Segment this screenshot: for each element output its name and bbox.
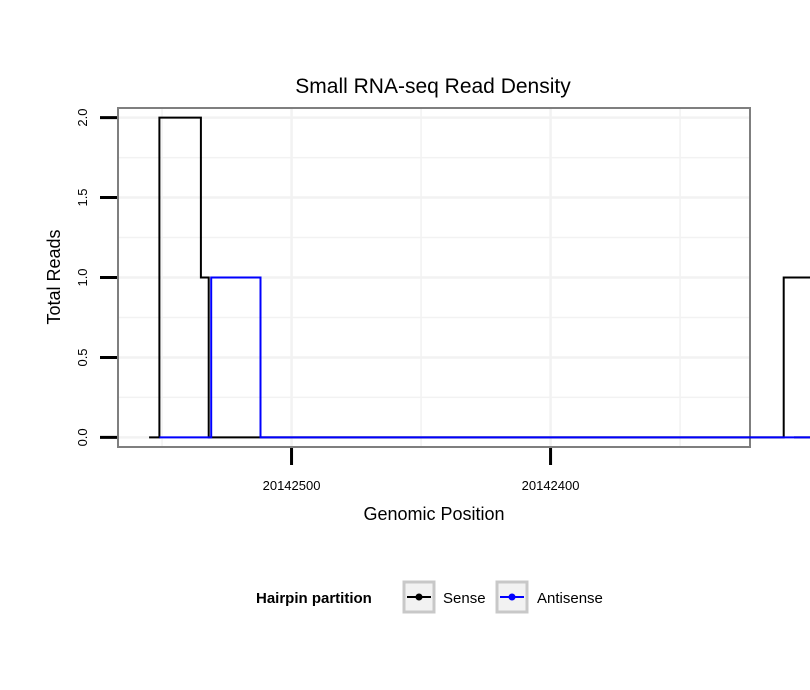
y-axis-title: Total Reads [44,229,64,324]
chart-title: Small RNA-seq Read Density [295,75,571,98]
y-tick-label: 2.0 [75,109,90,127]
series-layer [149,116,810,439]
x-axis-title: Genomic Position [363,504,504,524]
x-axis: 20142500 20142400 [263,448,580,493]
legend-item-sense: Sense [402,580,486,614]
y-axis: 0.0 0.5 1.0 1.5 2.0 [75,109,117,446]
legend-point-sense [415,593,423,601]
legend-title: Hairpin partition [256,590,372,607]
legend: Hairpin partition Sense Antisense [256,580,603,614]
y-tick-label: 0.0 [75,428,90,446]
legend-point-antisense [508,593,516,601]
y-tick-label: 1.5 [75,188,90,206]
series-line-sense [149,116,810,439]
series-line-antisense [159,276,810,439]
legend-label-sense: Sense [443,590,486,607]
x-tick-label: 20142400 [522,478,580,493]
legend-label-antisense: Antisense [537,590,603,607]
y-tick-label: 1.0 [75,268,90,286]
legend-item-antisense: Antisense [495,580,603,614]
x-tick-label: 20142500 [263,478,321,493]
y-tick-label: 0.5 [75,348,90,366]
